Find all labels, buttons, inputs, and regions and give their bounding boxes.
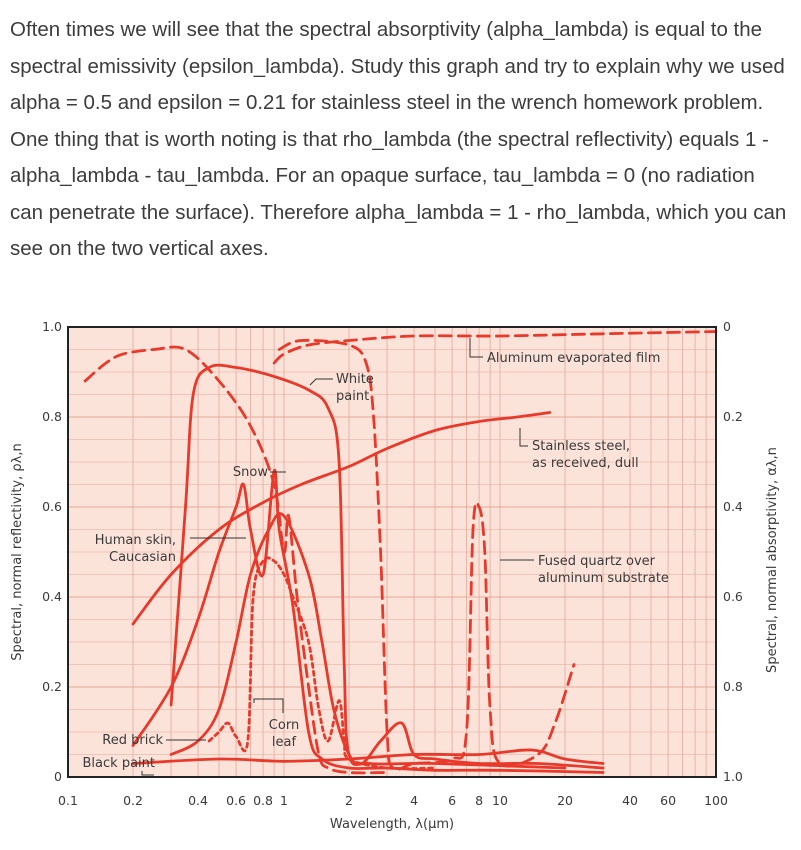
- x-tick-label: 40: [622, 793, 638, 808]
- annotation-corn-leaf: leaf: [272, 735, 297, 750]
- y-tick-label-right: 1.0: [723, 769, 743, 784]
- x-axis-label: Wavelength, λ(μm): [330, 817, 454, 832]
- annotations: Aluminum evaporated film White paint Stainl…: [83, 338, 669, 776]
- x-tick-label: 0.1: [58, 793, 78, 808]
- x-tick-label: 60: [660, 793, 676, 808]
- series-line-red-brick: [169, 512, 605, 770]
- annotation-snow: Snow: [233, 465, 268, 480]
- y-tick-label-left: 1.0: [42, 319, 62, 334]
- curves: [83, 330, 718, 775]
- annotation-human-skin-caucasian: Human skin,: [95, 533, 176, 548]
- leader-stainless-steel-as-received-dull: [519, 428, 528, 447]
- leader-corn-leaf: [253, 698, 284, 713]
- plot-frame: [67, 326, 717, 778]
- annotation-aluminum-evaporated-film: Aluminum evaporated film: [487, 351, 660, 366]
- x-tick-label: 20: [557, 793, 573, 808]
- annotation-white-paint: White: [336, 372, 374, 387]
- annotation-corn-leaf: Corn: [269, 718, 299, 733]
- leader-aluminum-evaporated-film: [469, 338, 483, 358]
- series-line-black-paint: [131, 748, 605, 765]
- y-tick-label-right: 0: [723, 319, 731, 334]
- y-tick-label-right: 0.4: [723, 499, 743, 514]
- annotation-white-paint: paint: [336, 389, 369, 404]
- x-tick-label: 0.4: [188, 793, 208, 808]
- y-tick-label-left: 0: [54, 769, 62, 784]
- y-tick-label-right: 0.6: [723, 589, 743, 604]
- x-tick-label: 0.2: [123, 793, 143, 808]
- annotation-stainless-steel-as-received-dull: Stainless steel,: [532, 439, 630, 454]
- leader-white-paint: [309, 378, 333, 386]
- x-tick-label: 0.8: [253, 793, 273, 808]
- reflectivity-chart: 0.1 0.2 0.4 0.6 0.8 1 2 4 6 8 10 20 40 60 100 0 0.2 0.4 0.…: [10, 319, 780, 832]
- x-tick-label: 0.6: [226, 793, 246, 808]
- series-line-aluminum-evaporated-film: [272, 330, 718, 365]
- series-line-stainless-steel-as-received-dull: [131, 411, 552, 626]
- annotation-fused-quartz-over-aluminum-substrate: aluminum substrate: [538, 571, 669, 586]
- y-tick-label-left: 0.6: [42, 499, 62, 514]
- leader-black-paint: [141, 771, 154, 776]
- annotation-red-brick: Red brick: [102, 733, 163, 748]
- annotation-fused-quartz-over-aluminum-substrate: Fused quartz over: [538, 554, 656, 569]
- x-tick-label: 4: [410, 793, 418, 808]
- intro-paragraph: Often times we will see that the spectra…: [10, 18, 787, 260]
- annotation-human-skin-caucasian: Caucasian: [109, 550, 176, 565]
- x-tick-label: 10: [492, 793, 508, 808]
- annotation-black-paint: Black paint: [83, 756, 155, 771]
- x-tick-label: 1: [280, 793, 288, 808]
- x-tick-label: 6: [448, 793, 456, 808]
- x-tick-label: 100: [704, 793, 728, 808]
- ticks: 0.1 0.2 0.4 0.6 0.8 1 2 4 6 8 10 20 40 60 100 0 0.2 0.4 0.…: [42, 319, 743, 808]
- y-axis-label-left: Spectral, normal reflectivity, ρλ,n: [10, 443, 25, 660]
- x-tick-label: 8: [475, 793, 483, 808]
- y-tick-label-left: 0.2: [42, 679, 62, 694]
- y-tick-label-right: 0.8: [723, 679, 743, 694]
- annotation-stainless-steel-as-received-dull: as received, dull: [532, 456, 639, 471]
- x-tick-label: 2: [345, 793, 353, 808]
- y-tick-label-left: 0.8: [42, 409, 62, 424]
- series-line-white-paint: [169, 363, 567, 770]
- y-axis-label-right: Spectral, normal absorptivity, αλ,n: [765, 447, 780, 673]
- y-tick-label-right: 0.2: [723, 409, 743, 424]
- y-tick-label-left: 0.4: [42, 589, 62, 604]
